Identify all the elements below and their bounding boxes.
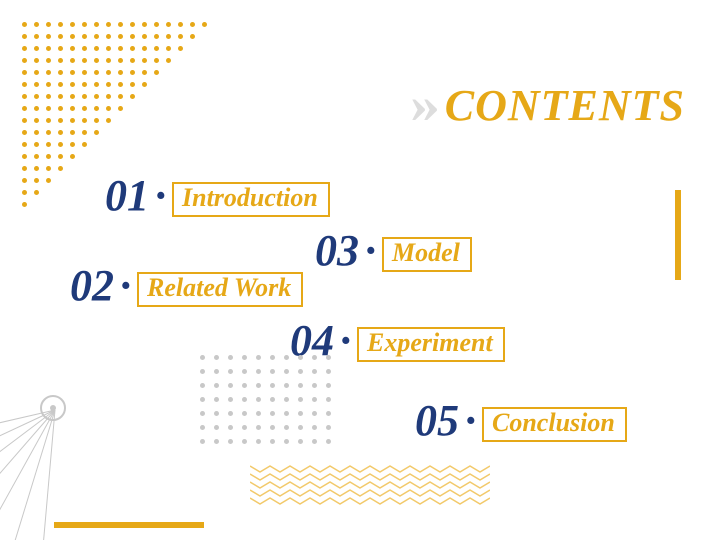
toc-label: Conclusion [482,407,627,442]
toc-item-04: 04·Experiment [290,315,505,366]
toc-num: 01 [105,170,149,221]
toc-dot: · [365,225,376,276]
toc-item-03: 03·Model [315,225,472,276]
toc-item-05: 05·Conclusion [415,395,627,446]
toc-label: Model [382,237,472,272]
accent-bar [54,522,204,528]
page-title: CONTENTS [445,80,685,131]
toc-num: 02 [70,260,114,311]
target-icon [40,395,66,421]
toc-label: Related Work [137,272,303,307]
toc-num: 05 [415,395,459,446]
accent-bar [675,190,681,280]
fan-lines-decor [0,330,300,540]
toc-dot: · [340,315,351,366]
toc-item-02: 02·Related Work [70,260,303,311]
toc-dot: · [120,260,131,311]
grey-dot-grid [200,355,360,475]
toc-label: Experiment [357,327,505,362]
toc-num: 04 [290,315,334,366]
toc-dot: · [155,170,166,221]
toc-item-01: 01·Introduction [105,170,330,221]
toc-num: 03 [315,225,359,276]
toc-label: Introduction [172,182,330,217]
toc-dot: · [465,395,476,446]
zigzag-decor [250,460,490,530]
chevrons-decor: » [410,73,422,135]
